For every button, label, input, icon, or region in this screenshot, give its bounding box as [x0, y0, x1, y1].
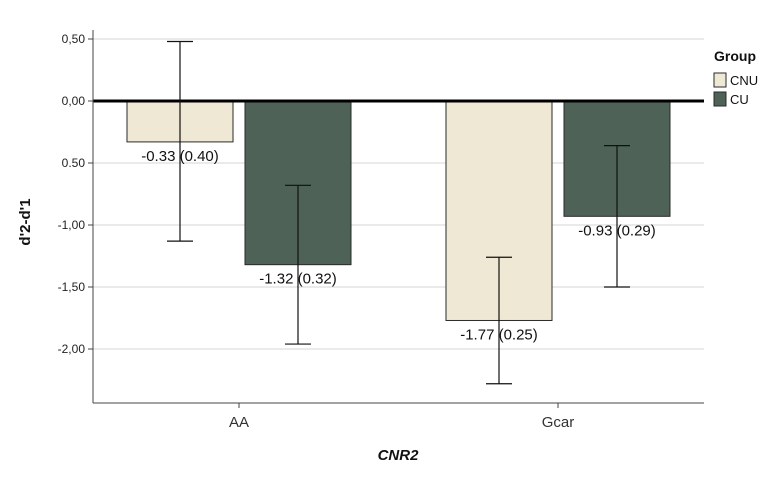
data-label: -1.32 (0.32): [259, 271, 337, 288]
legend-label-cu: CU: [730, 92, 749, 107]
y-tick-label: 0,50: [62, 32, 86, 46]
legend: Group CNU CU: [713, 48, 758, 107]
y-tick-label: -1,00: [58, 218, 86, 232]
x-axis-title: CNR2: [378, 447, 419, 464]
data-label: -0.93 (0.29): [578, 222, 656, 239]
y-tick-label: -2,00: [58, 342, 86, 356]
y-axis-ticks: 0,50 0,00 0.50 -1,00 -1,50 -2,00: [58, 32, 93, 356]
x-tick-label-gcar: Gcar: [542, 414, 575, 431]
y-tick-label: -1,50: [58, 280, 86, 294]
axes: [92, 30, 704, 404]
y-axis-title: d'2-d'1: [17, 198, 34, 245]
x-axis-categories: AA Gcar: [229, 403, 574, 431]
x-tick-label-aa: AA: [229, 414, 249, 431]
legend-title: Group: [714, 48, 756, 64]
y-tick-label: 0.50: [62, 156, 86, 170]
data-label: -0.33 (0.40): [141, 148, 219, 165]
y-tick-label: 0,00: [62, 94, 86, 108]
error-bars: [167, 40, 630, 385]
legend-swatch-cnu: [713, 72, 727, 88]
data-label: -1.77 (0.25): [460, 326, 538, 343]
legend-label-cnu: CNU: [730, 73, 758, 88]
data-labels: -0.33 (0.40) -1.32 (0.32) -1.77 (0.25) -0.9…: [141, 148, 656, 344]
legend-swatch-cu: [713, 91, 727, 107]
bars: [126, 100, 671, 321]
